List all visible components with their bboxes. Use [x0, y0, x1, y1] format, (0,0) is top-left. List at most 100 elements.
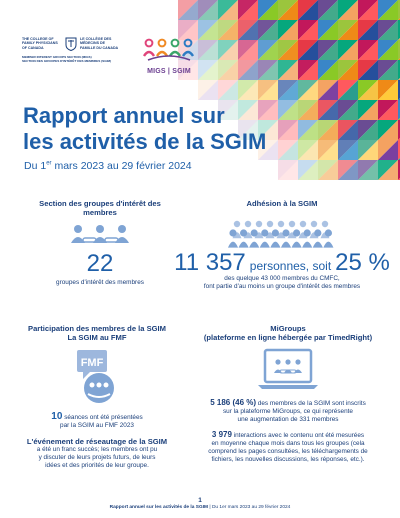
mosaic-tile: [258, 120, 278, 140]
mosaic-tile: [218, 60, 238, 80]
migroups-heading-1: MiGroups: [270, 324, 306, 333]
mosaic-tile: [358, 160, 378, 180]
mosaic-tile: [378, 120, 398, 140]
mosaic-tile: [258, 140, 278, 160]
membership-heading: Adhésion à la SGIM: [246, 199, 318, 208]
mosaic-tile: [278, 120, 298, 140]
mosaic-tile: [278, 60, 298, 80]
groups-count: 22: [86, 250, 114, 277]
crowd-person-head: [288, 220, 296, 228]
event-line-3: idées et des priorités de leur groupe.: [45, 462, 149, 469]
mosaic-tile: [358, 20, 378, 40]
mosaic-tile: [338, 20, 358, 40]
mosaic-tile: [378, 140, 398, 160]
section-groups-card: Section des groupes d'intérêt des membre…: [30, 199, 170, 287]
mosaic-tile: [378, 40, 398, 60]
crowd-person-body: [312, 241, 323, 248]
migroups-stat-2-line-2: en moyenne chaque mois dans tous les gro…: [211, 439, 365, 447]
crowd-icon: [227, 220, 334, 248]
mosaic-tile: [258, 100, 278, 120]
mosaic-tile: [278, 20, 298, 40]
mosaic-tile: [358, 40, 378, 60]
mosaic-tile: [298, 0, 318, 20]
mosaic-tile: [318, 0, 338, 20]
mosaic-tile: [358, 60, 378, 80]
footer: 1 Rapport annuel sur les activités de la…: [0, 497, 400, 510]
cfpc-logo: THE COLLEGE OF FAMILY PHYSICIANS OF CANA…: [22, 37, 132, 64]
mosaic-tile: [298, 80, 318, 100]
crowd-person-head: [299, 220, 307, 228]
title-line-1: Rapport annuel sur: [23, 103, 225, 128]
mosaic-tile: [258, 100, 278, 120]
crowd-person-head: [277, 220, 285, 228]
footer-dates: | Du 1er mars 2023 au 29 février 2024: [208, 505, 291, 510]
mosaic-tile: [218, 100, 238, 120]
mosaic-tile: [358, 0, 378, 20]
cfpc-section-en: MEMBER INTEREST GROUPS SECTION (MIGS): [22, 55, 92, 59]
mosaic-tile: [198, 0, 218, 20]
crowd-person-body: [227, 241, 239, 248]
crowd-person-head: [261, 229, 269, 237]
mosaic-tile: [298, 100, 318, 120]
mosaic-tile: [278, 80, 298, 100]
mosaic-tile: [198, 60, 218, 80]
mosaic-tile: [338, 160, 358, 180]
membership-stat: 11 357 personnes, soit 25 %: [174, 251, 390, 275]
event-line-2: y discuter de leurs projets futurs, de l…: [38, 454, 156, 461]
mosaic-tile: [318, 100, 338, 120]
migroups-stat-1-bold: 5 186 (46 %): [210, 398, 257, 407]
crowd-person-head: [244, 220, 252, 228]
mosaic-tile: [358, 80, 378, 100]
mosaic-tile: [318, 20, 338, 40]
dates-post: mars 2023 au 29 février 2024: [51, 160, 192, 172]
mosaic-tile: [338, 40, 358, 60]
mosaic-tile: [318, 160, 338, 180]
mosaic-tile: [238, 120, 258, 140]
migroups-stat-1-line-2: sur la plateforme MiGroups, ce qui repré…: [222, 408, 353, 416]
mosaic-tile: [258, 80, 278, 100]
crowd-person-head: [303, 229, 311, 237]
cfpc-name-en: THE COLLEGE OF FAMILY PHYSICIANS OF CANA…: [22, 37, 58, 50]
fmf-count-line-2: par la SGIM au FMF 2023: [60, 422, 134, 429]
section-groups-heading: Section des groupes d'intérêt des membre…: [39, 199, 161, 217]
crowd-person-head: [240, 229, 248, 237]
mosaic-tile: [198, 80, 218, 100]
mosaic-tile: [238, 60, 258, 80]
mosaic-tile: [238, 100, 258, 120]
mosaic-tile: [278, 160, 298, 180]
membership-count: 11 357: [174, 249, 246, 276]
migroups-stat-2-line-4: fichiers, les nouvelles discussions, les…: [211, 456, 365, 464]
crowd-person-head: [310, 220, 318, 228]
mosaic-tile: [238, 80, 258, 100]
mosaic-tile: [178, 60, 198, 80]
mosaic-tile: [238, 40, 258, 60]
crowd-person-body: [249, 241, 260, 248]
fmf-count: 10: [51, 411, 63, 422]
crowd-person-head: [266, 220, 274, 228]
crowd-person-head: [293, 229, 301, 237]
mosaic-tile: [318, 40, 338, 60]
mosaic-tile: [238, 0, 258, 20]
dates-sup: er: [46, 160, 52, 167]
footer-line: Rapport annuel sur les activités de la S…: [0, 505, 400, 510]
crowd-person-head: [314, 229, 322, 237]
title-line-2: les activités de la SGIM: [23, 129, 267, 154]
page-title: Rapport annuel sur les activités de la S…: [23, 103, 266, 155]
mosaic-tile: [378, 80, 398, 100]
crowd-person-head: [255, 220, 263, 228]
mosaic-tile: [338, 140, 358, 160]
mosaic-tile: [218, 0, 238, 20]
mosaic-tile: [178, 20, 198, 40]
migroups-stat-2-line-1: interactions avec le contenu ont été mes…: [231, 431, 365, 439]
mosaic-tile: [218, 100, 238, 120]
mosaic-tile: [338, 60, 358, 80]
crowd-person-body: [291, 241, 302, 248]
mosaic-tile: [298, 120, 318, 140]
cfpc-crest-icon: [65, 37, 77, 51]
migroups-stat-2-line-3: comprend les pages consultées, les téléc…: [208, 448, 368, 456]
crowd-person-head: [233, 220, 241, 228]
fmf-chat-icon: FMF: [77, 350, 114, 403]
crowd-person-body: [302, 241, 313, 248]
report-period: Du 1er mars 2023 au 29 février 2024: [24, 160, 192, 172]
mosaic-tile: [278, 160, 298, 180]
